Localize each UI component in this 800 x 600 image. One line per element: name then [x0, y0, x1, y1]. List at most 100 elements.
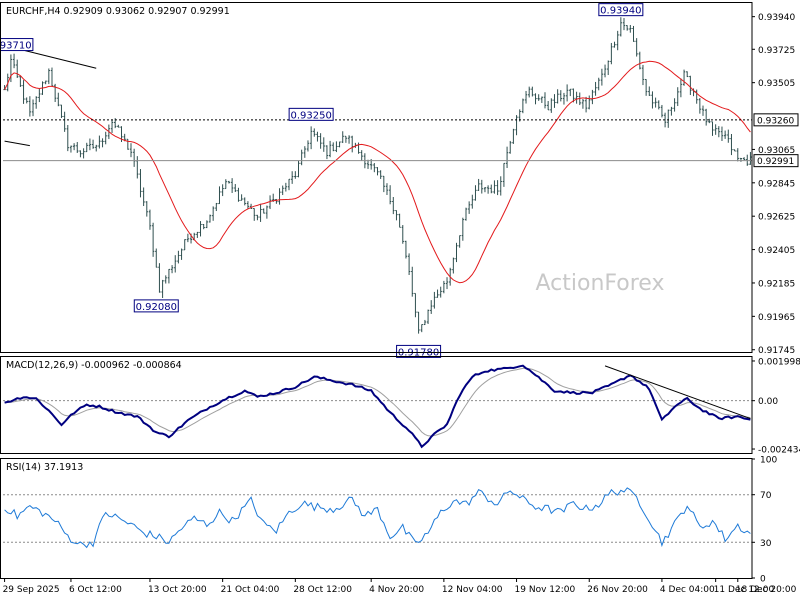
annotation-label: 0.92080 — [136, 302, 177, 313]
ohlc-bar — [411, 266, 414, 297]
ohlc-bar — [629, 24, 632, 33]
ohlc-bar — [335, 141, 338, 153]
ohlc-bar — [31, 99, 35, 117]
ohlc-bar — [733, 149, 736, 152]
ohlc-bar — [376, 167, 379, 176]
ohlc-bar — [265, 205, 269, 219]
ohlc-bar — [79, 150, 82, 158]
ohlc-bar — [423, 319, 427, 326]
ohlc-bar — [167, 268, 171, 284]
ohlc-bar — [588, 95, 591, 110]
ohlc-bar — [351, 135, 354, 153]
y-tick-label: 0.93940 — [758, 13, 795, 23]
ohlc-bar — [632, 25, 635, 42]
ohlc-bar — [407, 253, 411, 276]
ohlc-bar — [638, 51, 642, 70]
ohlc-bar — [259, 203, 262, 222]
ohlc-bar — [344, 135, 348, 143]
ohlc-bar — [85, 142, 88, 153]
resistance-tag-label: 0.93260 — [757, 116, 794, 126]
x-tick-label: 4 Nov 20:00 — [369, 585, 424, 595]
ohlc-bar — [325, 145, 329, 160]
ohlc-bar — [95, 144, 98, 152]
ohlc-bar — [490, 184, 493, 194]
ohlc-bar — [714, 124, 717, 135]
price-annotation: 0.93940 — [598, 3, 644, 17]
ohlc-bar — [505, 146, 509, 168]
y-tick-label: 0.93505 — [758, 79, 795, 89]
ohlc-bar — [208, 214, 212, 223]
ohlc-bar — [723, 130, 727, 139]
ohlc-bar — [436, 289, 439, 298]
ohlc-bar — [202, 224, 205, 230]
ohlc-bar — [22, 80, 25, 104]
price-panel-frame — [0, 2, 753, 353]
ohlc-bar — [76, 142, 79, 153]
ohlc-bar — [565, 84, 569, 102]
x-tick-label: 18 Dec 20:00 — [736, 585, 797, 595]
rsi-y-tick-label: 0 — [760, 575, 766, 585]
ohlc-bar — [281, 185, 284, 196]
ohlc-bar — [464, 207, 468, 221]
ohlc-bar — [98, 135, 101, 149]
ohlc-bar — [679, 78, 683, 98]
ohlc-bar — [278, 188, 281, 205]
ohlc-bar — [667, 109, 670, 128]
ohlc-bar — [237, 187, 240, 202]
ohlc-bar — [550, 98, 553, 113]
ohlc-bar — [433, 291, 436, 309]
last-price-tag-box — [753, 154, 799, 168]
ohlc-bar — [663, 112, 667, 128]
ohlc-bar — [234, 184, 237, 193]
ohlc-bar — [521, 98, 525, 114]
ohlc-bar — [38, 89, 41, 103]
rsi-y-tick-label: 100 — [760, 456, 777, 466]
ohlc-bar — [641, 64, 645, 86]
ohlc-bar — [373, 163, 376, 173]
ohlc-bar — [597, 77, 600, 91]
ohlc-bar — [635, 38, 638, 57]
ohlc-bar — [164, 275, 167, 284]
ohlc-bar — [553, 94, 556, 108]
ohlc-bar — [240, 194, 243, 201]
ohlc-bar — [749, 151, 752, 165]
ohlc-bar — [25, 97, 28, 104]
ohlc-bar — [742, 157, 746, 161]
ohlc-bar — [651, 91, 654, 109]
ohlc-bar — [613, 41, 616, 48]
ohlc-bar — [230, 178, 234, 193]
ohlc-bar — [442, 280, 446, 294]
ohlc-bar — [619, 17, 623, 37]
price-panel: ActionForex0.937100.920800.932500.917800… — [0, 3, 799, 358]
ohlc-bar — [306, 140, 310, 152]
ohlc-bar — [686, 71, 689, 78]
ohlc-bar — [483, 187, 487, 193]
ohlc-bar — [417, 311, 420, 334]
ohlc-bar — [452, 257, 455, 274]
x-tick-label: 28 Oct 12:00 — [293, 585, 352, 595]
ohlc-bar — [439, 286, 442, 298]
ohlc-bar — [600, 68, 604, 86]
y-tick-label: 0.91965 — [758, 313, 795, 323]
ohlc-bar — [398, 213, 401, 228]
y-tick-label: 0.92185 — [758, 279, 795, 289]
watermark-text: ActionForex — [536, 271, 665, 296]
ohlc-bar — [480, 179, 483, 194]
ohlc-bar — [717, 126, 721, 138]
ohlc-bar — [562, 92, 566, 105]
resistance-tag: 0.93260 — [753, 113, 799, 127]
ohlc-bar — [572, 88, 575, 103]
rsi-line — [4, 487, 751, 549]
ohlc-bar — [701, 105, 705, 116]
ohlc-bar — [426, 309, 430, 324]
rsi-panel-frame — [0, 458, 753, 579]
ohlc-bar — [309, 126, 313, 150]
annotation-box — [396, 344, 442, 358]
ohlc-bar — [360, 150, 363, 161]
ohlc-bar — [215, 202, 218, 212]
ohlc-bar — [458, 235, 461, 248]
ohlc-bar — [72, 143, 76, 151]
ohlc-bar — [205, 220, 209, 229]
ohlc-bar — [104, 131, 107, 145]
rsi-title: RSI(14) 37.1913 — [6, 462, 83, 473]
